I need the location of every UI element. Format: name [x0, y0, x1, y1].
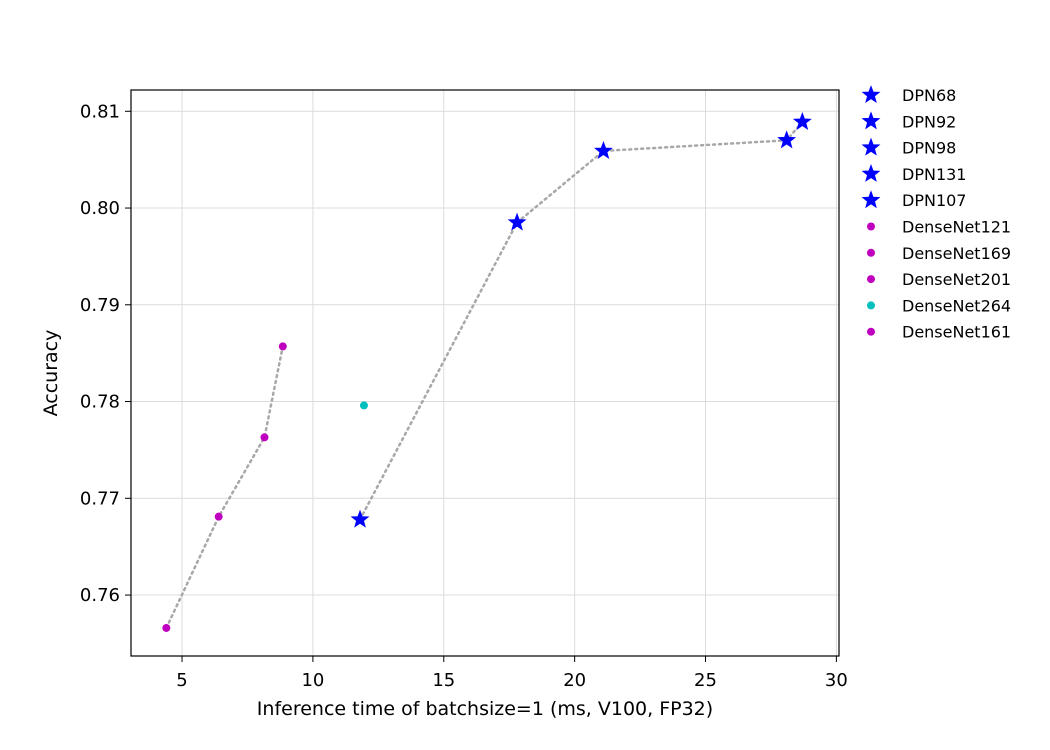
legend-label: DenseNet264 — [902, 296, 1011, 315]
x-axis-label: Inference time of batchsize=1 (ms, V100,… — [257, 698, 713, 720]
legend-marker — [861, 163, 881, 182]
legend-entry-densenet121: DenseNet121 — [867, 218, 1011, 237]
legend-label: DenseNet201 — [902, 270, 1011, 289]
legend-label: DenseNet169 — [902, 244, 1011, 263]
data-point-densenet201 — [260, 433, 269, 442]
data-point-dpn68 — [350, 509, 370, 528]
legend-label: DPN98 — [902, 139, 956, 158]
data-point-densenet264 — [359, 401, 368, 410]
y-tick-label: 0.80 — [80, 198, 120, 219]
data-point-densenet169 — [214, 512, 223, 521]
data-point-densenet121 — [162, 623, 171, 632]
y-tick-label: 0.77 — [80, 488, 120, 509]
y-tick-label: 0.81 — [80, 101, 120, 122]
x-tick-label: 25 — [694, 670, 717, 691]
legend-entry-densenet201: DenseNet201 — [867, 270, 1011, 289]
y-tick-label: 0.78 — [80, 392, 120, 413]
x-tick-label: 5 — [176, 670, 187, 691]
legend-marker — [867, 275, 875, 284]
legend-marker — [861, 190, 881, 209]
legend-label: DPN107 — [902, 191, 966, 210]
legend-entry-dpn68: DPN68 — [861, 85, 956, 105]
legend-entry-densenet264: DenseNet264 — [867, 296, 1011, 315]
x-tick-label: 15 — [432, 670, 455, 691]
legend-marker — [867, 248, 875, 257]
legend-marker — [861, 137, 881, 156]
x-tick-label: 30 — [825, 670, 848, 691]
data-points — [162, 112, 812, 632]
legend: DPN68 DPN92 DPN98 DPN131 DPN107 DenseNet121 De… — [861, 85, 1011, 342]
legend-entry-dpn131: DPN131 — [861, 163, 966, 184]
legend-marker — [861, 85, 881, 104]
x-tick-label: 20 — [563, 670, 586, 691]
x-tick-label: 10 — [301, 670, 324, 691]
legend-label: DenseNet161 — [902, 323, 1011, 342]
y-tick-label: 0.76 — [80, 585, 120, 606]
legend-entry-dpn98: DPN98 — [861, 137, 956, 158]
y-tick-label: 0.79 — [80, 295, 120, 316]
legend-label: DenseNet121 — [902, 218, 1011, 237]
legend-marker — [867, 327, 875, 336]
legend-label: DPN92 — [902, 112, 956, 131]
legend-entry-dpn92: DPN92 — [861, 111, 956, 131]
data-point-dpn107 — [792, 112, 812, 130]
legend-entry-densenet161: DenseNet161 — [867, 323, 1011, 342]
data-point-dpn98 — [593, 141, 613, 159]
grid-lines — [131, 90, 839, 656]
axis-ticks: 5 10 15 20 25 30 0.76 0.77 0.78 0.79 0.80 0.81 — [80, 101, 848, 691]
legend-label: DPN68 — [902, 86, 956, 105]
legend-marker — [867, 301, 875, 310]
trend-line-densenet — [165, 345, 285, 630]
trend-lines — [165, 120, 804, 630]
data-point-dpn131 — [777, 130, 797, 149]
legend-marker — [861, 111, 881, 130]
legend-entry-densenet169: DenseNet169 — [867, 244, 1011, 263]
y-axis-label: Accuracy — [40, 330, 62, 417]
data-point-densenet161 — [278, 342, 287, 351]
legend-entry-dpn107: DPN107 — [861, 190, 966, 210]
legend-label: DPN131 — [902, 165, 966, 184]
trend-line-dpn — [358, 120, 804, 521]
data-point-dpn92 — [507, 212, 527, 231]
plot-area-frame — [130, 89, 840, 657]
legend-marker — [867, 222, 875, 231]
